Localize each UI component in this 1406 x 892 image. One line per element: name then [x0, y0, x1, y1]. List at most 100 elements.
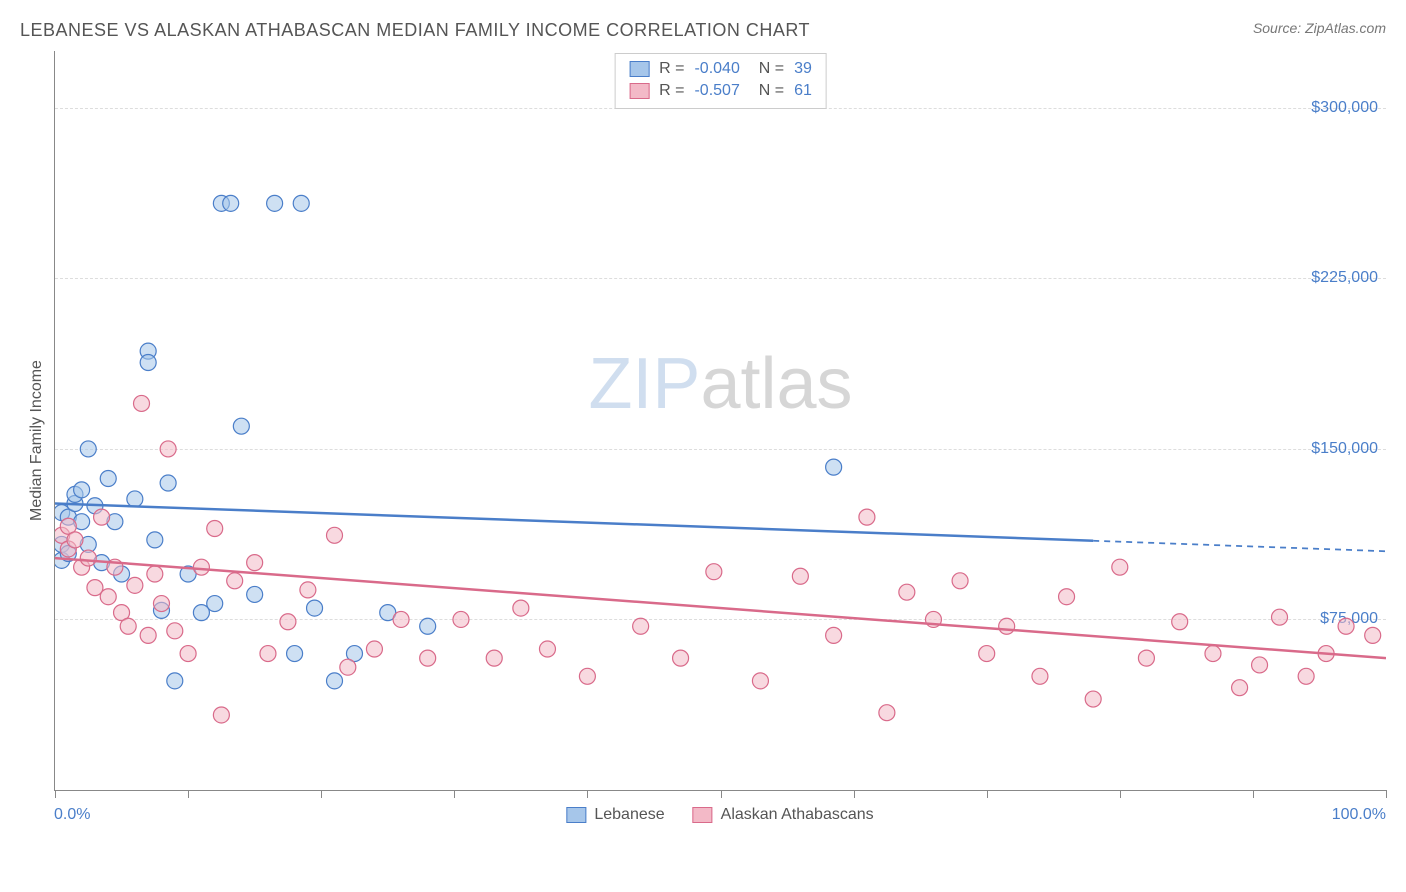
data-point-athabascan	[879, 705, 895, 721]
data-point-athabascan	[327, 527, 343, 543]
data-point-athabascan	[207, 521, 223, 537]
x-axis-row: 0.0% Lebanese Alaskan Athabascans 100.0%	[54, 791, 1386, 831]
nameplate-swatch-lebanese	[566, 807, 586, 823]
legend-row-lebanese: R = -0.040 N = 39	[629, 60, 812, 78]
x-axis-min-label: 0.0%	[54, 806, 90, 824]
legend-r-value: -0.507	[694, 82, 739, 100]
data-point-athabascan	[67, 532, 83, 548]
data-point-lebanese	[420, 618, 436, 634]
data-point-athabascan	[193, 559, 209, 575]
chart-source: Source: ZipAtlas.com	[1253, 20, 1386, 36]
data-point-athabascan	[826, 627, 842, 643]
nameplate-swatch-athabascan	[693, 807, 713, 823]
data-point-athabascan	[227, 573, 243, 589]
data-point-athabascan	[673, 650, 689, 666]
data-point-athabascan	[899, 584, 915, 600]
data-point-lebanese	[80, 441, 96, 457]
data-point-athabascan	[1338, 618, 1354, 634]
data-point-lebanese	[74, 482, 90, 498]
data-point-athabascan	[752, 673, 768, 689]
legend-n-value: 39	[794, 60, 812, 78]
data-point-athabascan	[366, 641, 382, 657]
data-point-lebanese	[100, 470, 116, 486]
chart-container: Median Family Income ZIPatlas R = -0.040…	[20, 51, 1386, 831]
data-point-lebanese	[826, 459, 842, 475]
data-point-lebanese	[160, 475, 176, 491]
chart-header: LEBANESE VS ALASKAN ATHABASCAN MEDIAN FA…	[20, 20, 1386, 41]
data-point-athabascan	[1059, 589, 1075, 605]
data-point-athabascan	[792, 568, 808, 584]
legend-swatch-lebanese	[629, 61, 649, 77]
data-point-athabascan	[539, 641, 555, 657]
data-point-athabascan	[247, 555, 263, 571]
legend-n-label: N =	[750, 82, 784, 100]
x-axis-max-label: 100.0%	[1332, 806, 1386, 824]
data-point-athabascan	[633, 618, 649, 634]
data-point-athabascan	[513, 600, 529, 616]
data-point-athabascan	[1298, 668, 1314, 684]
data-point-athabascan	[1085, 691, 1101, 707]
data-point-athabascan	[80, 550, 96, 566]
legend-n-label: N =	[750, 60, 784, 78]
series-name-lebanese: Lebanese	[594, 806, 664, 824]
legend-row-athabascan: R = -0.507 N = 61	[629, 82, 812, 100]
data-point-lebanese	[223, 195, 239, 211]
data-point-athabascan	[153, 596, 169, 612]
correlation-legend: R = -0.040 N = 39 R = -0.507 N = 61	[614, 53, 827, 109]
data-point-athabascan	[1252, 657, 1268, 673]
data-point-athabascan	[453, 611, 469, 627]
legend-r-value: -0.040	[694, 60, 739, 78]
data-point-lebanese	[327, 673, 343, 689]
trendline-dashed-lebanese	[1093, 541, 1386, 552]
data-point-lebanese	[207, 596, 223, 612]
data-point-athabascan	[94, 509, 110, 525]
nameplate-athabascan: Alaskan Athabascans	[693, 806, 874, 824]
data-point-lebanese	[247, 586, 263, 602]
data-point-athabascan	[134, 395, 150, 411]
data-point-athabascan	[1272, 609, 1288, 625]
data-point-athabascan	[127, 577, 143, 593]
scatter-plot: ZIPatlas R = -0.040 N = 39 R = -0.507 N …	[54, 51, 1386, 791]
plot-svg	[55, 51, 1386, 790]
data-point-lebanese	[307, 600, 323, 616]
data-point-athabascan	[1205, 646, 1221, 662]
data-point-athabascan	[100, 589, 116, 605]
data-point-athabascan	[393, 611, 409, 627]
data-point-athabascan	[999, 618, 1015, 634]
data-point-athabascan	[1138, 650, 1154, 666]
data-point-athabascan	[952, 573, 968, 589]
legend-swatch-athabascan	[629, 83, 649, 99]
data-point-athabascan	[1232, 680, 1248, 696]
data-point-athabascan	[1172, 614, 1188, 630]
data-point-lebanese	[293, 195, 309, 211]
data-point-athabascan	[1365, 627, 1381, 643]
data-point-athabascan	[260, 646, 276, 662]
series-nameplate: Lebanese Alaskan Athabascans	[566, 806, 873, 824]
data-point-athabascan	[486, 650, 502, 666]
legend-r-label: R =	[659, 82, 684, 100]
data-point-athabascan	[140, 627, 156, 643]
x-tick	[1386, 790, 1387, 798]
data-point-athabascan	[859, 509, 875, 525]
data-point-lebanese	[140, 355, 156, 371]
data-point-lebanese	[233, 418, 249, 434]
data-point-athabascan	[180, 646, 196, 662]
data-point-lebanese	[267, 195, 283, 211]
data-point-athabascan	[1032, 668, 1048, 684]
data-point-athabascan	[979, 646, 995, 662]
data-point-athabascan	[706, 564, 722, 580]
data-point-athabascan	[280, 614, 296, 630]
data-point-athabascan	[420, 650, 436, 666]
data-point-lebanese	[127, 491, 143, 507]
data-point-lebanese	[147, 532, 163, 548]
data-point-athabascan	[120, 618, 136, 634]
data-point-athabascan	[147, 566, 163, 582]
nameplate-lebanese: Lebanese	[566, 806, 664, 824]
legend-r-label: R =	[659, 60, 684, 78]
series-name-athabascan: Alaskan Athabascans	[721, 806, 874, 824]
data-point-athabascan	[579, 668, 595, 684]
data-point-lebanese	[287, 646, 303, 662]
data-point-athabascan	[160, 441, 176, 457]
plot-column: ZIPatlas R = -0.040 N = 39 R = -0.507 N …	[54, 51, 1386, 831]
data-point-athabascan	[300, 582, 316, 598]
